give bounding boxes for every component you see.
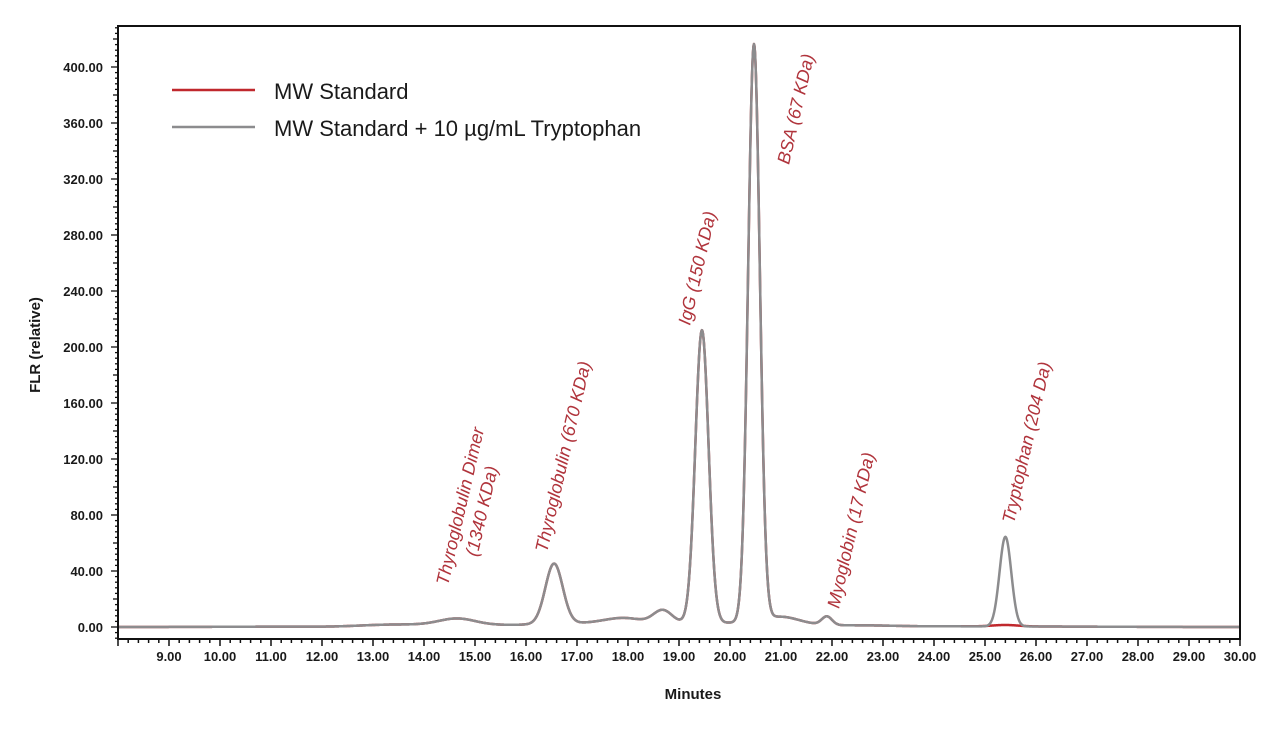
legend-label-mw-standard: MW Standard xyxy=(274,79,409,104)
series-mw-standard-tryptophan xyxy=(117,42,1241,629)
x-tick-label: 19.00 xyxy=(663,649,696,664)
x-tick-label: 29.00 xyxy=(1173,649,1206,664)
x-tick-label: 13.00 xyxy=(357,649,390,664)
x-tick-label: 15.00 xyxy=(459,649,492,664)
plot-curves xyxy=(117,42,1241,629)
y-tick-label: 240.00 xyxy=(63,284,103,299)
y-tick-label: 160.00 xyxy=(63,396,103,411)
peak-label: Myoglobin (17 KDa) xyxy=(823,450,878,609)
x-tick-label: 30.00 xyxy=(1224,649,1257,664)
x-tick-label: 21.00 xyxy=(765,649,798,664)
svg-text:Tryptophan (204 Da): Tryptophan (204 Da) xyxy=(998,360,1055,525)
x-tick-label: 11.00 xyxy=(255,649,287,664)
y-tick-label: 400.00 xyxy=(63,60,103,75)
legend: MW Standard MW Standard + 10 µg/mL Trypt… xyxy=(172,79,641,141)
y-tick-label: 40.00 xyxy=(70,564,103,579)
y-tick-labels: 0.00 40.00 80.00 120.00 160.00 200.00 240.00 28… xyxy=(63,60,103,635)
y-tick-label: 280.00 xyxy=(63,228,103,243)
legend-label-mw-standard-tryptophan: MW Standard + 10 µg/mL Tryptophan xyxy=(274,116,641,141)
peak-label: IgG (150 KDa) xyxy=(674,209,720,327)
svg-text:Thyroglobulin (670 KDa): Thyroglobulin (670 KDa) xyxy=(531,359,594,554)
x-tick-label: 26.00 xyxy=(1020,649,1053,664)
x-tick-label: 10.00 xyxy=(204,649,237,664)
x-tick-label: 28.00 xyxy=(1122,649,1155,664)
x-tick-label: 25.00 xyxy=(969,649,1002,664)
svg-text:BSA (67 KDa): BSA (67 KDa) xyxy=(773,52,818,166)
y-tick-label: 120.00 xyxy=(63,452,103,467)
x-tick-labels: 9.00 10.00 11.00 12.00 13.00 14.00 15.00 16.00 1… xyxy=(156,649,1256,664)
x-tick-label: 12.00 xyxy=(306,649,339,664)
y-axis-title: FLR (relative) xyxy=(27,297,44,393)
x-tick-label: 24.00 xyxy=(918,649,951,664)
y-tick-label: 200.00 xyxy=(63,340,103,355)
x-tick-label: 27.00 xyxy=(1071,649,1104,664)
x-axis-title: Minutes xyxy=(665,686,722,703)
peak-label: Thyroglobulin Dimer(1340 KDa) xyxy=(432,424,501,586)
x-tick-label: 22.00 xyxy=(816,649,849,664)
y-tick-label: 0.00 xyxy=(78,620,103,635)
x-tick-label: 14.00 xyxy=(408,649,441,664)
x-tick-label: 20.00 xyxy=(714,649,747,664)
x-tick-label: 23.00 xyxy=(867,649,900,664)
y-tick-label: 80.00 xyxy=(70,508,103,523)
peak-label: Tryptophan (204 Da) xyxy=(998,360,1055,525)
peak-label: BSA (67 KDa) xyxy=(773,52,818,166)
x-tick-label: 9.00 xyxy=(156,649,181,664)
x-tick-label: 18.00 xyxy=(612,649,645,664)
y-tick-label: 360.00 xyxy=(63,116,103,131)
x-tick-label: 17.00 xyxy=(561,649,594,664)
x-tick-label: 16.00 xyxy=(510,649,543,664)
svg-text:Myoglobin (17 KDa): Myoglobin (17 KDa) xyxy=(823,450,878,609)
peak-label: Thyroglobulin (670 KDa) xyxy=(531,359,594,554)
svg-text:IgG (150 KDa): IgG (150 KDa) xyxy=(674,209,720,327)
plot-frame xyxy=(117,25,1241,640)
y-tick-label: 320.00 xyxy=(63,172,103,187)
